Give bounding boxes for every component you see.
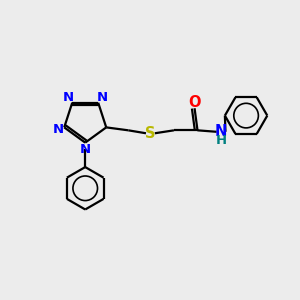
Text: N: N	[96, 91, 108, 104]
Text: N: N	[215, 124, 227, 139]
Text: N: N	[80, 142, 91, 156]
Text: N: N	[52, 123, 64, 136]
Text: H: H	[215, 134, 226, 147]
Text: S: S	[145, 126, 156, 141]
Text: O: O	[188, 95, 201, 110]
Text: N: N	[63, 91, 74, 104]
